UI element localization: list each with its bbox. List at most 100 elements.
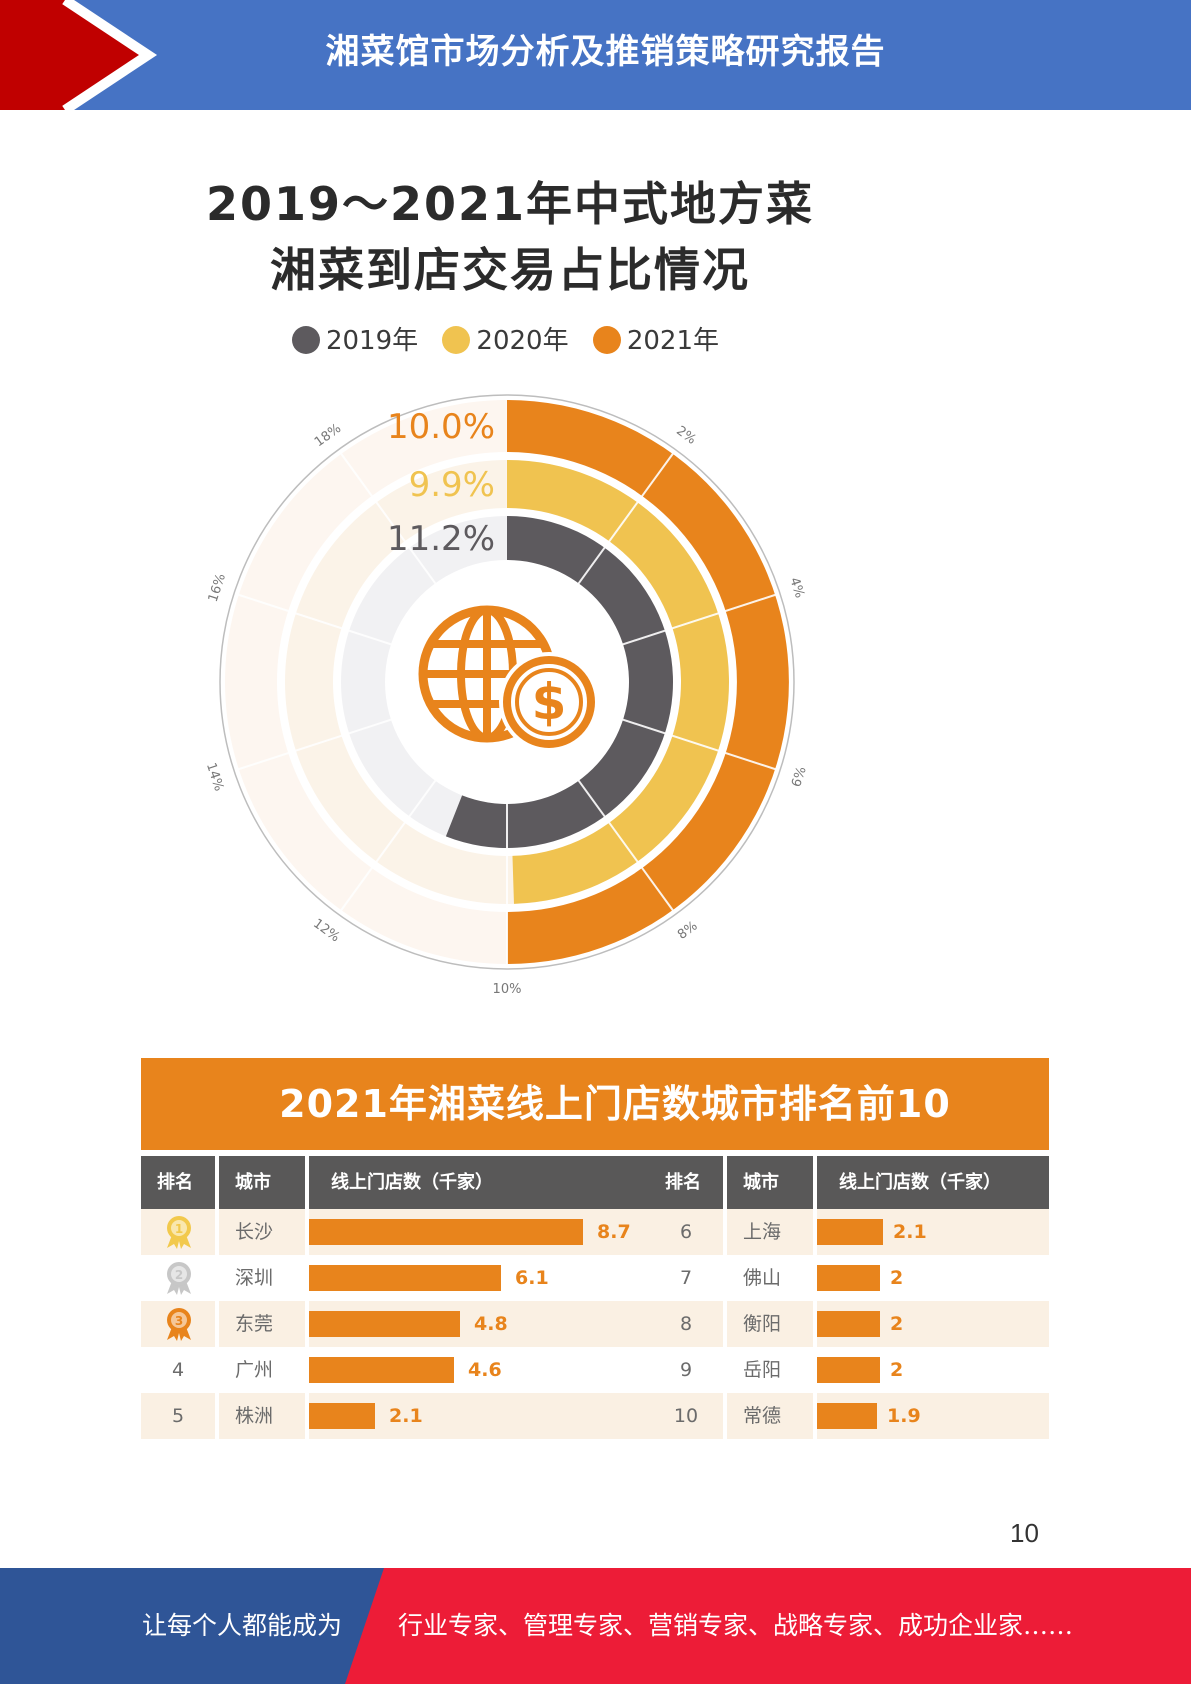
city-cell: 佛山 <box>743 1267 782 1289</box>
svg-text:1: 1 <box>175 1222 183 1236</box>
axis-tick-label: 8% <box>675 919 701 943</box>
table-row: 2 深圳 6.1 7 佛山 2 <box>141 1255 1049 1301</box>
rank-cell: 2 <box>141 1255 215 1301</box>
footer-slogan-left: 让每个人都能成为 <box>142 1611 343 1640</box>
value-label: 2.1 <box>893 1221 927 1243</box>
header-rank-right: 排名 <box>649 1156 723 1209</box>
city-cell: 株洲 <box>219 1393 305 1439</box>
value-label: 2 <box>890 1267 904 1289</box>
rank-cell: 1 <box>141 1209 215 1255</box>
arc-2020年 <box>507 460 729 904</box>
value-label: 6.1 <box>515 1267 549 1289</box>
header-city-right: 城市 <box>727 1156 813 1209</box>
value-label: 2 <box>890 1359 904 1381</box>
footer-background <box>0 1568 1191 1684</box>
city-cell: 长沙 <box>219 1209 305 1255</box>
table-header-row: 排名 城市 线上门店数（千家） 排名 城市 线上门店数（千家） <box>141 1156 1049 1209</box>
divider-line <box>339 778 438 913</box>
rank-cell: 3 <box>141 1301 215 1347</box>
chart-legend: 2019年 2020年 2021年 <box>0 320 1011 357</box>
rank-cell: 9 <box>679 1359 693 1381</box>
header-arrow-graphic <box>0 0 158 110</box>
axis-tick-label: 6% <box>789 765 810 789</box>
medal-icon-bronze: 3 <box>163 1307 195 1358</box>
value-label-2021年: 10.0% <box>387 407 495 447</box>
legend-item-2019: 2019年 <box>291 320 419 357</box>
value-bar <box>817 1311 880 1337</box>
legend-swatch <box>592 326 621 354</box>
header-rank-left: 排名 <box>141 1156 215 1209</box>
arc-2019年 <box>445 516 673 848</box>
rank-cell: 10 <box>649 1393 723 1439</box>
table-row: 3 东莞 4.8 8 衡阳 2 <box>141 1301 1049 1347</box>
axis-tick-label: 12% <box>310 916 342 945</box>
value-label-2020年: 9.9% <box>409 465 495 505</box>
svg-text:2: 2 <box>175 1268 183 1282</box>
value-label: 2 <box>890 1313 904 1335</box>
header-title: 湘菜馆市场分析及推销策略研究报告 <box>325 32 886 72</box>
value-bar <box>309 1403 375 1429</box>
divider-line <box>576 778 675 913</box>
svg-text:$: $ <box>532 673 567 731</box>
value-bar <box>309 1357 454 1383</box>
value-label: 8.7 <box>597 1221 631 1243</box>
page-footer: 让每个人都能成为 行业专家、管理专家、营销专家、战略专家、成功企业家…… <box>0 1568 1191 1684</box>
axis-tick-label: 10% <box>493 982 522 997</box>
divider-line <box>236 718 394 771</box>
table-body: 1 长沙 8.7 6 上海 2.1 2 深圳 6.1 7 佛山 2 3 东莞 4.8 8 衡阳 2 4 广州 4.6 9 岳… <box>141 1209 1049 1439</box>
value-bar <box>817 1357 880 1383</box>
medal-icon-gold: 1 <box>163 1215 195 1266</box>
svg-text:3: 3 <box>175 1314 183 1328</box>
table-title-banner: 2021年湘菜线上门店数城市排名前10 <box>141 1058 1049 1150</box>
value-label: 4.6 <box>468 1359 502 1381</box>
chart-title-line1: 2019～2021年中式地方菜 <box>205 177 815 231</box>
city-cell: 深圳 <box>235 1267 274 1289</box>
rank-cell: 5 <box>141 1393 215 1439</box>
table-title: 2021年湘菜线上门店数城市排名前10 <box>279 1082 951 1126</box>
divider-line <box>576 451 675 586</box>
axis-tick-label: 14% <box>203 761 226 793</box>
header-stores-right: 线上门店数（千家） <box>817 1156 1049 1209</box>
divider-line <box>620 718 778 771</box>
value-bar <box>817 1265 880 1291</box>
legend-swatch <box>442 326 471 354</box>
legend-label: 2021年 <box>626 326 720 356</box>
value-bar <box>817 1403 877 1429</box>
value-label: 4.8 <box>474 1313 508 1335</box>
ranking-table: 排名 城市 线上门店数（千家） 排名 城市 线上门店数（千家） 1 长沙 8.7 6 上… <box>141 1156 1049 1439</box>
rank-cell: 7 <box>679 1267 693 1289</box>
header-city-left: 城市 <box>219 1156 305 1209</box>
table-row: 4 广州 4.6 9 岳阳 2 <box>141 1347 1049 1393</box>
medal-icon-silver: 2 <box>163 1261 195 1312</box>
value-label-2019年: 11.2% <box>387 519 495 559</box>
globe-dollar-icon: $ <box>418 605 599 752</box>
value-label: 2.1 <box>389 1405 423 1427</box>
legend-item-2021: 2021年 <box>592 320 720 357</box>
table-row: 5 株洲 2.1 10 常德 1.9 <box>141 1393 1049 1439</box>
legend-label: 2019年 <box>325 326 419 356</box>
axis-tick-label: 4% <box>786 576 807 600</box>
city-cell: 岳阳 <box>743 1359 782 1381</box>
value-bar <box>817 1219 883 1245</box>
axis-circle <box>219 394 795 970</box>
value-bar <box>309 1265 501 1291</box>
rank-cell: 4 <box>171 1359 185 1381</box>
rank-cell: 8 <box>649 1301 723 1347</box>
footer-slogan-right: 行业专家、管理专家、营销专家、战略专家、成功企业家…… <box>398 1611 1074 1640</box>
city-cell: 常德 <box>727 1393 813 1439</box>
radial-bar-chart: 11.2% 9.9% 10.0% 2% 4% 6% 8% 10% 12% 14% 16% 18% $ <box>203 394 810 997</box>
divider-line <box>236 593 394 646</box>
axis-tick-label: 18% <box>312 421 344 450</box>
city-cell: 东莞 <box>219 1301 305 1347</box>
city-cell: 衡阳 <box>727 1301 813 1347</box>
city-cell: 广州 <box>235 1359 274 1381</box>
header-stores-left: 线上门店数（千家） <box>309 1156 651 1209</box>
table-row: 1 长沙 8.7 6 上海 2.1 <box>141 1209 1049 1255</box>
rank-cell: 6 <box>649 1209 723 1255</box>
legend-swatch <box>291 326 320 354</box>
axis-tick-label: 2% <box>673 424 699 448</box>
arc-2021年 <box>507 400 789 964</box>
chart-title-line2: 湘菜到店交易占比情况 <box>270 243 750 297</box>
divider-line <box>339 451 438 586</box>
divider-line <box>620 593 778 646</box>
